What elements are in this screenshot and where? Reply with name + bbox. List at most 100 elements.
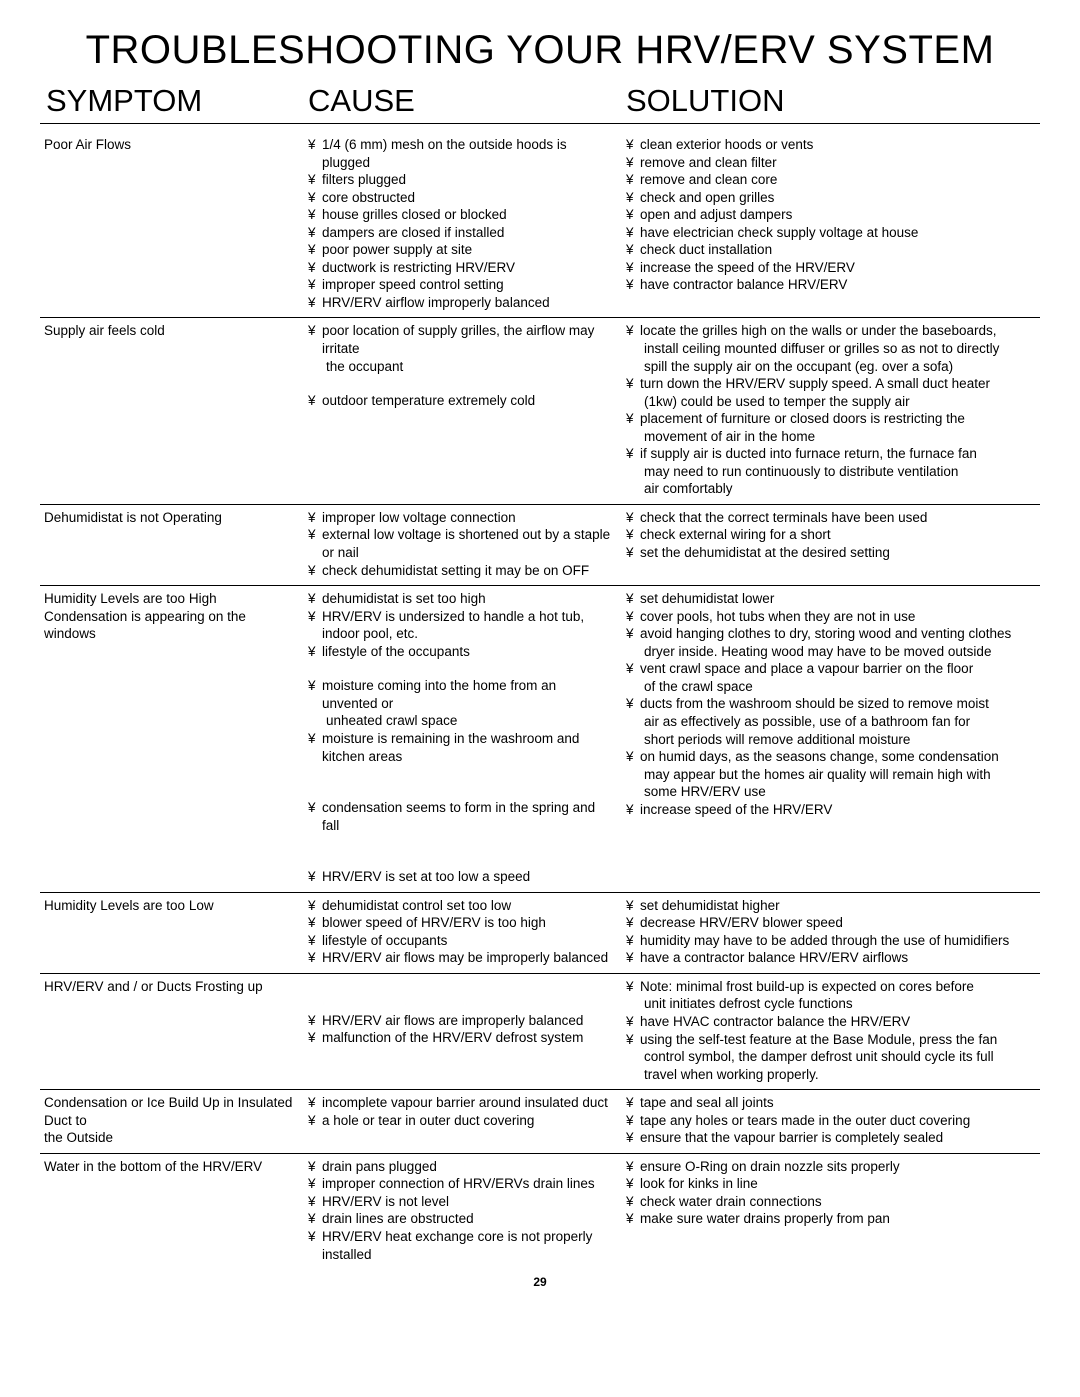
bullet-icon: ¥ — [308, 1012, 322, 1030]
continuation-line: air comfortably — [626, 480, 1040, 498]
bullet-text: clean exterior hoods or vents — [640, 136, 1040, 154]
bullet-icon: ¥ — [626, 914, 640, 932]
bullet-text: set dehumidistat lower — [640, 590, 1040, 608]
bullet-icon: ¥ — [308, 562, 322, 580]
bullet-text: remove and clean core — [640, 171, 1040, 189]
bullet-text: drain lines are obstructed — [322, 1210, 614, 1228]
bullet-text: increase the speed of the HRV/ERV — [640, 259, 1040, 277]
bullet-line: ¥drain lines are obstructed — [308, 1210, 614, 1228]
bullet-line: ¥remove and clean filter — [626, 154, 1040, 172]
bullet-text: locate the grilles high on the walls or … — [640, 322, 1040, 340]
bullet-line: ¥ductwork is restricting HRV/ERV — [308, 259, 614, 277]
spacer — [308, 660, 614, 677]
bullet-icon: ¥ — [308, 509, 322, 527]
bullet-text: humidity may have to be added through th… — [640, 932, 1040, 950]
bullet-icon: ¥ — [308, 1158, 322, 1176]
bullet-line: ¥HRV/ERV is set at too low a speed — [308, 868, 614, 886]
bullet-icon: ¥ — [308, 897, 322, 915]
solution-cell: ¥tape and seal all joints¥tape any holes… — [626, 1094, 1040, 1147]
bullet-line: ¥check duct installation — [626, 241, 1040, 259]
bullet-text: a hole or tear in outer duct covering — [322, 1112, 614, 1130]
bullet-text: check external wiring for a short — [640, 526, 1040, 544]
bullet-icon: ¥ — [308, 677, 322, 712]
bullet-text: make sure water drains properly from pan — [640, 1210, 1040, 1228]
bullet-line: ¥dehumidistat control set too low — [308, 897, 614, 915]
bullet-text: have electrician check supply voltage at… — [640, 224, 1040, 242]
bullet-text: HRV/ERV is set at too low a speed — [322, 868, 614, 886]
bullet-line: ¥avoid hanging clothes to dry, storing w… — [626, 625, 1040, 643]
bullet-text: HRV/ERV air flows may be improperly bala… — [322, 949, 614, 967]
table-row: Dehumidistat is not Operating ¥improper l… — [40, 505, 1040, 586]
bullet-text: if supply air is ducted into furnace ret… — [640, 445, 1040, 463]
bullet-icon: ¥ — [308, 259, 322, 277]
bullet-line: ¥external low voltage is shortened out b… — [308, 526, 614, 561]
bullet-icon: ¥ — [626, 410, 640, 428]
bullet-line: ¥check external wiring for a short — [626, 526, 1040, 544]
bullet-line: ¥poor power supply at site — [308, 241, 614, 259]
bullet-icon: ¥ — [308, 171, 322, 189]
symptom-text: Humidity Levels are too High — [44, 590, 300, 608]
bullet-line: ¥check that the correct terminals have b… — [626, 509, 1040, 527]
bullet-icon: ¥ — [626, 608, 640, 626]
bullet-icon: ¥ — [626, 206, 640, 224]
bullet-icon: ¥ — [626, 375, 640, 393]
bullet-line: ¥set dehumidistat higher — [626, 897, 1040, 915]
bullet-icon: ¥ — [626, 932, 640, 950]
symptom-text: Humidity Levels are too Low — [44, 897, 300, 915]
bullet-text: condensation seems to form in the spring… — [322, 799, 614, 834]
cause-cell: ¥1/4 (6 mm) mesh on the outside hoods is… — [308, 136, 626, 311]
bullet-icon: ¥ — [308, 949, 322, 967]
bullet-icon: ¥ — [626, 590, 640, 608]
bullet-text: poor power supply at site — [322, 241, 614, 259]
symptom-text: Dehumidistat is not Operating — [44, 509, 300, 527]
continuation-line: unit initiates defrost cycle functions — [626, 995, 1040, 1013]
bullet-text: check dehumidistat setting it may be on … — [322, 562, 614, 580]
bullet-text: dampers are closed if installed — [322, 224, 614, 242]
bullet-line: ¥dampers are closed if installed — [308, 224, 614, 242]
bullet-text: incomplete vapour barrier around insulat… — [322, 1094, 614, 1112]
bullet-text: set the dehumidistat at the desired sett… — [640, 544, 1040, 562]
bullet-icon: ¥ — [626, 171, 640, 189]
bullet-icon: ¥ — [626, 189, 640, 207]
spacer — [308, 834, 614, 851]
bullet-line: ¥ensure O-Ring on drain nozzle sits prop… — [626, 1158, 1040, 1176]
bullet-icon: ¥ — [626, 241, 640, 259]
bullet-line: ¥clean exterior hoods or vents — [626, 136, 1040, 154]
bullet-line: ¥set the dehumidistat at the desired set… — [626, 544, 1040, 562]
bullet-line: ¥moisture is remaining in the washroom a… — [308, 730, 614, 765]
bullet-text: check water drain connections — [640, 1193, 1040, 1211]
bullet-text: ensure O-Ring on drain nozzle sits prope… — [640, 1158, 1040, 1176]
bullet-icon: ¥ — [626, 1094, 640, 1112]
bullet-icon: ¥ — [626, 897, 640, 915]
bullet-icon: ¥ — [626, 1193, 640, 1211]
bullet-line: ¥check water drain connections — [626, 1193, 1040, 1211]
heading-cause: CAUSE — [308, 83, 626, 119]
cause-cell: ¥improper low voltage connection¥externa… — [308, 509, 626, 579]
table-row: HRV/ERV and / or Ducts Frosting up¥HRV/E… — [40, 974, 1040, 1090]
bullet-icon: ¥ — [308, 730, 322, 765]
bullet-icon: ¥ — [626, 322, 640, 340]
symptom-text: Poor Air Flows — [44, 136, 300, 154]
bullet-icon: ¥ — [626, 695, 640, 713]
bullet-text: drain pans plugged — [322, 1158, 614, 1176]
bullet-line: ¥on humid days, as the seasons change, s… — [626, 748, 1040, 766]
bullet-text: moisture coming into the home from an un… — [322, 677, 614, 712]
bullet-line: ¥poor location of supply grilles, the ai… — [308, 322, 614, 357]
bullet-line: ¥humidity may have to be added through t… — [626, 932, 1040, 950]
bullet-text: have a contractor balance HRV/ERV airflo… — [640, 949, 1040, 967]
bullet-text: set dehumidistat higher — [640, 897, 1040, 915]
bullet-icon: ¥ — [308, 1228, 322, 1263]
bullet-text: moisture is remaining in the washroom an… — [322, 730, 614, 765]
bullet-icon: ¥ — [308, 206, 322, 224]
bullet-icon: ¥ — [626, 1129, 640, 1147]
bullet-icon: ¥ — [626, 445, 640, 463]
continuation-line: install ceiling mounted diffuser or gril… — [626, 340, 1040, 358]
bullet-text: malfunction of the HRV/ERV defrost syste… — [322, 1029, 614, 1047]
continuation-line: of the crawl space — [626, 678, 1040, 696]
table-row: Humidity Levels are too Low ¥dehumidistat… — [40, 893, 1040, 974]
solution-cell: ¥locate the grilles high on the walls or… — [626, 322, 1040, 497]
bullet-icon: ¥ — [626, 949, 640, 967]
bullet-text: on humid days, as the seasons change, so… — [640, 748, 1040, 766]
symptom-text: Condensation is appearing on the windows — [44, 608, 300, 643]
bullet-text: have HVAC contractor balance the HRV/ERV — [640, 1013, 1040, 1031]
